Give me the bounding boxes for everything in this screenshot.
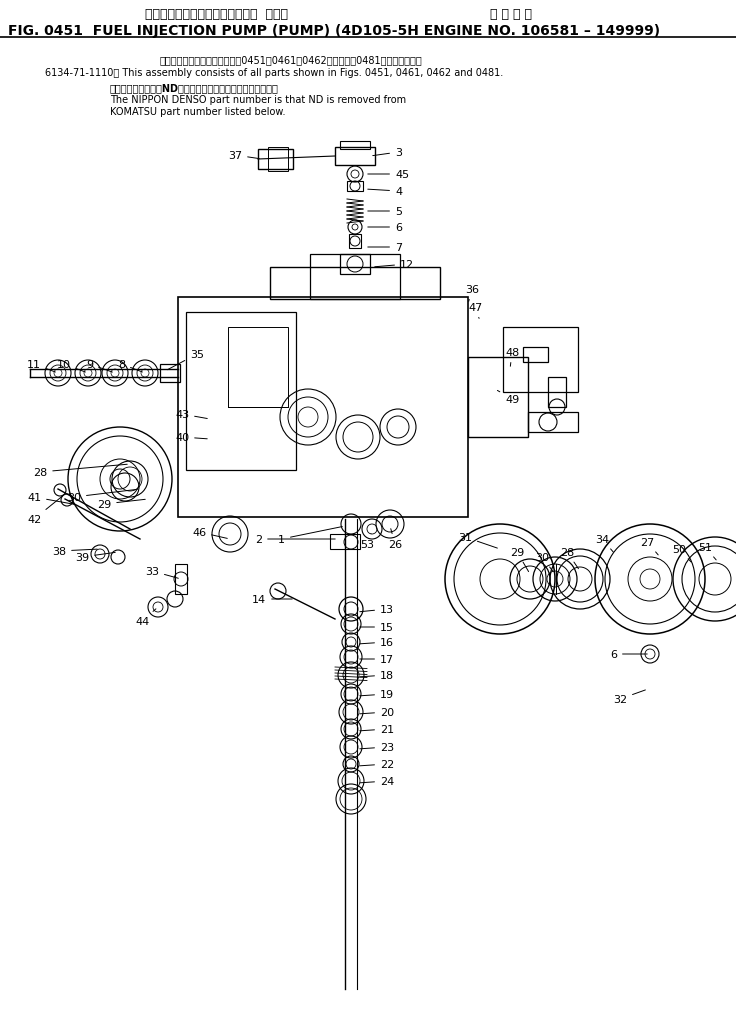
Text: 46: 46: [192, 528, 227, 539]
Text: 38: 38: [52, 546, 97, 556]
Bar: [268, 148, 288, 172]
Text: KOMATSU part number listed below.: KOMATSU part number listed below.: [110, 107, 286, 117]
Text: 33: 33: [145, 567, 178, 579]
Text: 6: 6: [368, 223, 402, 232]
Text: The NIPPON DENSO part number is that ND is removed from: The NIPPON DENSO part number is that ND …: [110, 95, 406, 105]
Text: 23: 23: [360, 742, 394, 752]
Text: 47: 47: [468, 303, 482, 319]
Text: 17: 17: [360, 654, 394, 664]
Bar: [503, 328, 578, 392]
Bar: [186, 313, 296, 471]
Text: フェエルインジェクションポンプ  ポンプ: フェエルインジェクションポンプ ポンプ: [145, 8, 288, 21]
Text: 43: 43: [175, 410, 208, 420]
Text: 41: 41: [27, 492, 75, 505]
Text: 10: 10: [57, 360, 85, 373]
Text: 6: 6: [610, 649, 647, 659]
Text: 22: 22: [360, 759, 394, 769]
Text: 20: 20: [360, 707, 394, 717]
Text: 42: 42: [27, 496, 63, 525]
Text: 29: 29: [510, 547, 528, 572]
Text: 45: 45: [368, 170, 409, 179]
Text: 6134-71-1110： This assembly consists of all parts shown in Figs. 0451, 0461, 046: 6134-71-1110： This assembly consists of …: [45, 68, 503, 77]
Bar: [228, 328, 288, 408]
Text: 19: 19: [360, 689, 394, 699]
Text: 16: 16: [360, 637, 394, 647]
Text: このアセンブリの構成部品は図0451、0461、0462図および図0481図を参みます。: このアセンブリの構成部品は図0451、0461、0462図および図0481図を参…: [160, 55, 422, 65]
Bar: [349, 234, 361, 249]
Text: 1: 1: [278, 527, 342, 544]
Bar: [330, 535, 360, 549]
Bar: [160, 365, 180, 382]
Text: 28: 28: [560, 547, 578, 570]
Text: 28: 28: [33, 465, 127, 478]
Text: 適 用 号 機: 適 用 号 機: [490, 8, 532, 21]
Text: 30: 30: [67, 490, 137, 502]
Text: 40: 40: [175, 433, 208, 442]
Text: 5: 5: [368, 207, 402, 217]
Text: 18: 18: [360, 671, 394, 681]
Text: 15: 15: [360, 623, 394, 633]
Text: 37: 37: [228, 151, 259, 161]
Text: 品番のメーカー記号NDを除いたものが日本電球の品番です。: 品番のメーカー記号NDを除いたものが日本電球の品番です。: [110, 83, 279, 93]
Bar: [175, 565, 187, 594]
Bar: [178, 298, 468, 518]
Text: 39: 39: [75, 552, 116, 562]
Text: 53: 53: [360, 534, 374, 549]
Text: 26: 26: [388, 529, 402, 549]
Text: 11: 11: [27, 360, 55, 373]
Text: 13: 13: [360, 604, 394, 614]
Bar: [468, 358, 528, 437]
Text: 34: 34: [595, 535, 613, 552]
Text: 21: 21: [360, 725, 394, 735]
Text: 50: 50: [672, 544, 691, 562]
Text: 8: 8: [118, 360, 142, 373]
Bar: [528, 413, 578, 433]
Text: 2: 2: [255, 535, 335, 544]
Bar: [258, 150, 293, 170]
Text: 14: 14: [252, 594, 292, 604]
Text: 49: 49: [498, 391, 520, 405]
Text: 29: 29: [97, 499, 145, 510]
Text: 44: 44: [135, 609, 156, 627]
Text: 7: 7: [368, 243, 402, 253]
Text: 4: 4: [368, 186, 402, 197]
Bar: [335, 148, 375, 166]
Text: 12: 12: [375, 260, 414, 270]
Text: FIG. 0451  FUEL INJECTION PUMP (PUMP) (4D105-5H ENGINE NO. 106581 – 149999): FIG. 0451 FUEL INJECTION PUMP (PUMP) (4D…: [8, 24, 660, 38]
Text: 36: 36: [465, 284, 479, 302]
Bar: [548, 378, 566, 408]
Bar: [270, 268, 440, 300]
Text: 32: 32: [613, 690, 645, 704]
Bar: [340, 142, 370, 150]
Text: 9: 9: [86, 360, 113, 373]
Bar: [523, 347, 548, 363]
Text: 27: 27: [640, 537, 658, 555]
Text: 51: 51: [698, 542, 716, 560]
Bar: [310, 255, 400, 300]
Bar: [347, 181, 363, 192]
Text: 48: 48: [505, 347, 520, 367]
Bar: [340, 255, 370, 275]
Text: 24: 24: [360, 776, 394, 787]
Text: 35: 35: [168, 350, 204, 370]
Text: 31: 31: [458, 533, 498, 548]
Text: 3: 3: [372, 148, 402, 158]
Text: 30: 30: [535, 552, 553, 573]
